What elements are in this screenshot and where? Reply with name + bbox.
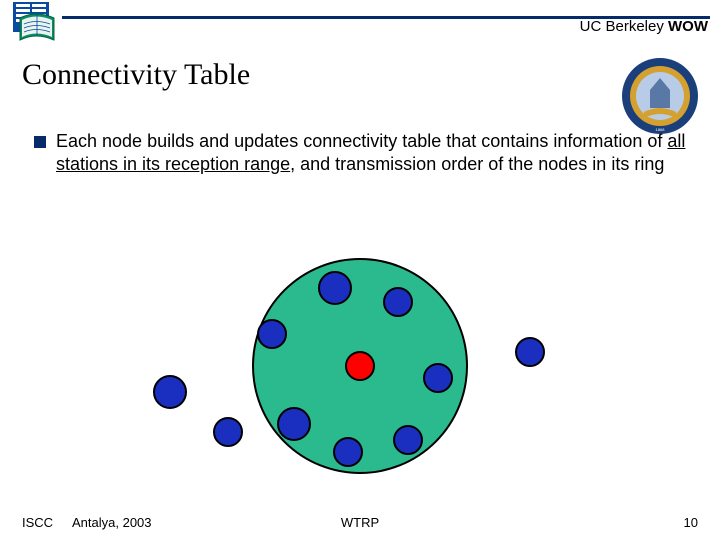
bullet-text: Each node builds and updates connectivit… [56, 130, 690, 177]
footer-left: ISCC [22, 515, 53, 530]
station-node [515, 337, 545, 367]
station-node [383, 287, 413, 317]
header-org: UC Berkeley [580, 18, 664, 35]
station-node [423, 363, 453, 393]
bullet-list: Each node builds and updates connectivit… [34, 130, 690, 177]
center-node [345, 351, 375, 381]
footer-mid: Antalya, 2003 [72, 515, 152, 530]
station-node [153, 375, 187, 409]
bullet-text-post: , and transmission order of the nodes in… [290, 154, 664, 174]
station-node [277, 407, 311, 441]
station-node [257, 319, 287, 349]
station-node [393, 425, 423, 455]
book-icon [10, 0, 62, 46]
station-node [318, 271, 352, 305]
station-node [213, 417, 243, 447]
header-label: UC Berkeley WOW [580, 18, 708, 35]
header-group: WOW [668, 18, 708, 35]
bullet-marker-icon [34, 136, 46, 148]
bullet-item: Each node builds and updates connectivit… [34, 130, 690, 177]
slide-root: UC Berkeley WOW Connectivity Table 1868 [0, 0, 720, 540]
footer-center: WTRP [341, 515, 379, 530]
station-node [333, 437, 363, 467]
connectivity-diagram [0, 228, 720, 488]
footer: ISCC Antalya, 2003 WTRP 10 [0, 508, 720, 530]
slide-title: Connectivity Table [22, 58, 250, 92]
bullet-text-pre: Each node builds and updates connectivit… [56, 131, 667, 151]
university-seal-icon: 1868 [620, 56, 700, 136]
footer-page-number: 10 [684, 515, 698, 530]
